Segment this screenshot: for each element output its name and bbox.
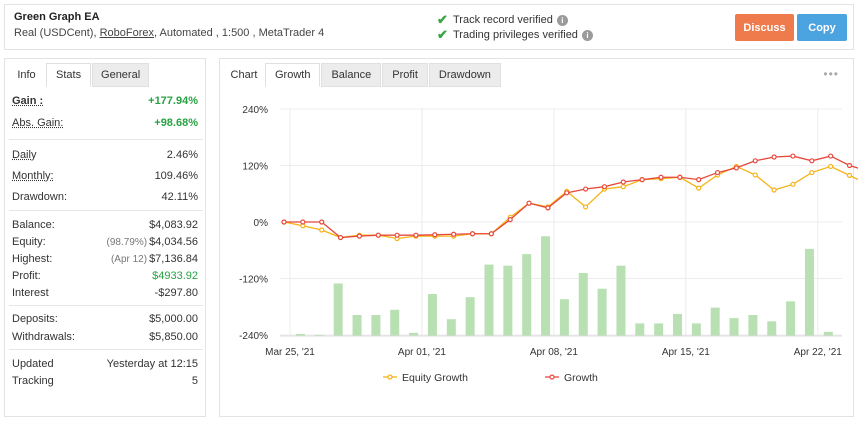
stat-monthly: Monthly: 109.46%	[12, 168, 198, 184]
stats-tabs: Info Stats General	[8, 63, 150, 87]
divider	[9, 305, 203, 306]
stat-highest: Highest: (Apr 12) $7,136.84	[12, 251, 198, 267]
trading-privileges-label: Trading privileges verified	[453, 29, 578, 41]
chart-panel: Chart Growth Balance Profit Drawdown •••	[219, 58, 854, 417]
withdrawals-label: Withdrawals:	[12, 331, 75, 343]
deposits-label: Deposits:	[12, 313, 58, 325]
tab-balance[interactable]: Balance	[321, 63, 382, 87]
divider	[9, 210, 203, 211]
trading-privileges-verified: ✔ Trading privileges verified i	[437, 27, 593, 43]
stat-equity: Equity: (98.79%) $4,034.56	[12, 234, 198, 250]
tab-general[interactable]: General	[92, 63, 150, 87]
highest-label: Highest:	[12, 253, 53, 265]
divider	[9, 349, 203, 350]
stat-profit: Profit: $4933.92	[12, 268, 198, 284]
track-record-label: Track record verified	[453, 14, 553, 26]
highest-value-group: (Apr 12) $7,136.84	[111, 253, 198, 265]
profit-value: $4933.92	[152, 270, 198, 282]
info-icon[interactable]: i	[581, 29, 593, 41]
tab-growth[interactable]: Growth	[265, 63, 321, 87]
tab-drawdown[interactable]: Drawdown	[428, 63, 501, 87]
check-icon: ✔	[437, 27, 448, 42]
daily-value: 2.46%	[166, 149, 198, 161]
deposits-value: $5,000.00	[149, 313, 198, 325]
discuss-button[interactable]: Discuss	[735, 14, 794, 41]
stat-abs-gain: Abs. Gain: +98.68%	[12, 115, 198, 131]
balance-value: $4,083.92	[149, 219, 198, 231]
equity-percent: (98.79%)	[106, 237, 148, 248]
tab-profit[interactable]: Profit	[382, 63, 428, 87]
profit-label: Profit:	[12, 270, 41, 282]
stat-tracking: Tracking 5	[12, 373, 198, 389]
account-type: Real (USDCent),	[14, 27, 97, 39]
stat-daily: Daily 2.46%	[12, 147, 198, 163]
gain-value: +177.94%	[148, 95, 198, 107]
system-subtitle: Real (USDCent), RoboForex, Automated , 1…	[14, 27, 324, 39]
equity-label: Equity:	[12, 236, 46, 248]
stat-deposits: Deposits: $5,000.00	[12, 311, 198, 327]
monthly-label[interactable]: Monthly:	[12, 170, 54, 182]
broker-link[interactable]: RoboForex	[99, 27, 155, 39]
stat-balance: Balance: $4,083.92	[12, 217, 198, 233]
updated-label: Updated	[12, 358, 54, 370]
stat-interest: Interest -$297.80	[12, 285, 198, 301]
tab-stats[interactable]: Stats	[46, 63, 92, 87]
stats-panel: Info Stats General Gain : +177.94% Abs. …	[4, 58, 206, 417]
highest-value: $7,136.84	[149, 253, 198, 265]
abs-gain-label[interactable]: Abs. Gain:	[12, 117, 64, 129]
system-header: Green Graph EA Real (USDCent), RoboForex…	[4, 4, 854, 50]
tracking-value: 5	[191, 375, 198, 387]
stat-updated: Updated Yesterday at 12:15	[12, 356, 198, 372]
tab-chart[interactable]: Chart	[224, 63, 264, 87]
updated-value: Yesterday at 12:15	[106, 358, 198, 370]
equity-value: $4,034.56	[149, 236, 198, 248]
drawdown-label: Drawdown:	[12, 191, 68, 203]
gain-label[interactable]: Gain :	[12, 95, 44, 107]
drawdown-value: 42.11%	[161, 191, 199, 203]
interest-label: Interest	[12, 287, 49, 299]
check-icon: ✔	[437, 12, 448, 27]
interest-value: -$297.80	[154, 287, 198, 299]
tracking-label: Tracking	[12, 375, 54, 387]
daily-label[interactable]: Daily	[12, 149, 37, 161]
withdrawals-value: $5,850.00	[149, 331, 198, 343]
highest-date: (Apr 12)	[110, 254, 148, 265]
stat-withdrawals: Withdrawals: $5,850.00	[12, 329, 198, 345]
tab-info[interactable]: Info	[8, 63, 45, 87]
track-record-verified: ✔ Track record verified i	[437, 12, 568, 28]
monthly-value: 109.46%	[154, 170, 198, 182]
system-name: Green Graph EA	[14, 11, 100, 23]
chart-menu-icon[interactable]: •••	[823, 67, 839, 81]
balance-label: Balance:	[12, 219, 55, 231]
account-details: , Automated , 1:500 , MetaTrader 4	[154, 27, 325, 39]
stat-gain: Gain : +177.94%	[12, 93, 198, 109]
divider	[9, 139, 203, 140]
chart-tabs: Chart Growth Balance Profit Drawdown	[224, 63, 502, 87]
equity-value-group: (98.79%) $4,034.56	[106, 236, 198, 248]
abs-gain-value: +98.68%	[154, 117, 198, 129]
stat-drawdown: Drawdown: 42.11%	[12, 189, 198, 205]
info-icon[interactable]: i	[556, 14, 568, 26]
copy-button[interactable]: Copy	[797, 14, 847, 41]
